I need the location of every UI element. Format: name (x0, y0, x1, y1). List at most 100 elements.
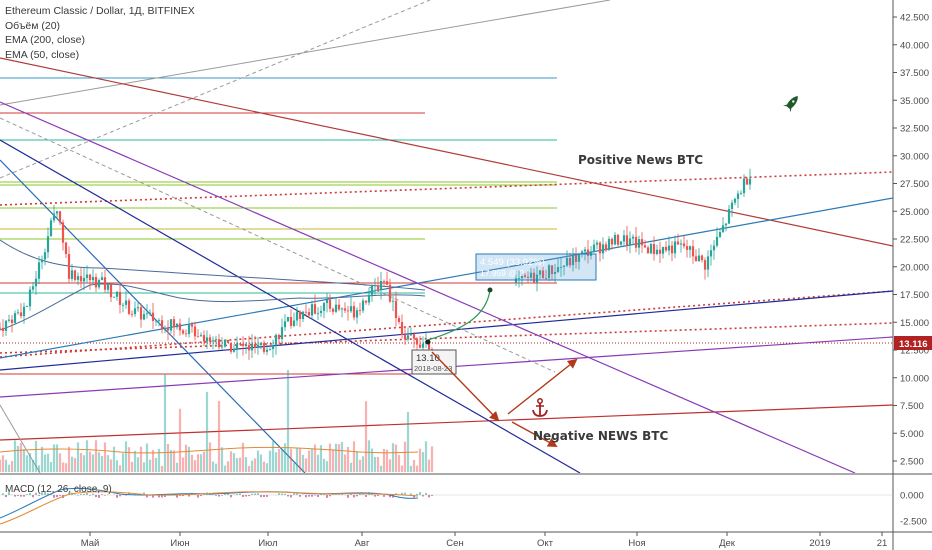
candle[interactable] (742, 174, 746, 198)
candle[interactable] (325, 293, 329, 313)
candle[interactable] (706, 250, 710, 278)
candle[interactable] (97, 278, 101, 290)
candle[interactable] (538, 269, 542, 280)
candle[interactable] (571, 247, 575, 272)
candle[interactable] (394, 291, 398, 327)
trend-line[interactable] (0, 404, 893, 441)
candle[interactable] (280, 318, 284, 343)
candle[interactable] (73, 269, 77, 282)
candle[interactable] (118, 284, 122, 314)
candle[interactable] (4, 320, 8, 336)
candle[interactable] (196, 329, 200, 338)
trend-line[interactable] (0, 290, 893, 371)
candle[interactable] (58, 210, 62, 226)
candle[interactable] (643, 240, 647, 249)
candle[interactable] (64, 241, 68, 259)
candle[interactable] (271, 339, 275, 358)
candle[interactable] (172, 316, 176, 337)
candle[interactable] (145, 304, 149, 319)
candle[interactable] (250, 334, 254, 358)
candle[interactable] (307, 308, 311, 319)
candle[interactable] (337, 299, 341, 312)
candle[interactable] (199, 332, 203, 337)
trend-line[interactable] (0, 322, 893, 354)
candle[interactable] (424, 331, 428, 348)
candle[interactable] (697, 248, 701, 262)
candle[interactable] (22, 302, 26, 324)
candle[interactable] (685, 239, 689, 258)
candle[interactable] (94, 273, 98, 293)
candle[interactable] (622, 229, 626, 247)
candle[interactable] (661, 246, 665, 259)
candle[interactable] (553, 263, 557, 283)
candle[interactable] (406, 327, 410, 342)
candle[interactable] (121, 302, 125, 313)
candle[interactable] (13, 310, 17, 325)
candle[interactable] (61, 219, 65, 251)
candle[interactable] (568, 252, 572, 268)
positive-news-label[interactable]: Positive News BTC (578, 153, 703, 167)
candle[interactable] (529, 268, 533, 282)
candle[interactable] (229, 342, 233, 355)
candle[interactable] (379, 271, 383, 300)
candle[interactable] (352, 301, 356, 321)
ema-50-line[interactable] (0, 283, 426, 331)
candle[interactable] (514, 270, 518, 287)
candle[interactable] (226, 339, 230, 344)
down-arrow[interactable] (511, 421, 558, 447)
candle[interactable] (535, 266, 539, 292)
candle[interactable] (556, 257, 560, 274)
negative-news-label[interactable]: Negative NEWS BTC (533, 429, 668, 443)
last-price-tag[interactable]: 13.116 (894, 336, 932, 350)
trend-line[interactable] (0, 57, 893, 247)
candle[interactable] (541, 264, 545, 280)
candle[interactable] (211, 336, 215, 350)
candle[interactable] (364, 300, 368, 305)
candle[interactable] (298, 310, 302, 328)
time-axis[interactable]: Май Июн Июл Авг Сен Окт Ноя Дек 2019 21 (81, 532, 888, 549)
candle[interactable] (37, 255, 41, 285)
candle[interactable] (577, 252, 581, 270)
measure-tool[interactable]: 4.549 (33.92%) 17.959 @ 2 (475, 253, 597, 281)
candle[interactable] (709, 244, 713, 266)
candle[interactable] (382, 279, 386, 286)
candle[interactable] (178, 318, 182, 336)
macd-signal-line[interactable] (0, 491, 419, 525)
candle[interactable] (52, 204, 56, 223)
candle[interactable] (349, 296, 353, 314)
candle[interactable] (619, 240, 623, 247)
candle[interactable] (0, 322, 2, 330)
candle[interactable] (109, 282, 113, 303)
candle[interactable] (637, 235, 641, 255)
candle[interactable] (283, 314, 287, 332)
candle[interactable] (100, 272, 104, 281)
candle[interactable] (679, 239, 683, 253)
candle[interactable] (586, 240, 590, 264)
candle[interactable] (205, 330, 209, 350)
candle[interactable] (316, 307, 320, 321)
candle[interactable] (85, 265, 89, 284)
candle[interactable] (19, 303, 23, 319)
candle[interactable] (16, 309, 20, 315)
candle[interactable] (715, 227, 719, 248)
candle[interactable] (217, 334, 221, 350)
candle[interactable] (646, 245, 650, 254)
candle[interactable] (601, 237, 605, 260)
candle[interactable] (574, 247, 578, 269)
candle[interactable] (220, 337, 224, 350)
candle[interactable] (112, 296, 116, 298)
candle[interactable] (142, 310, 146, 321)
candle[interactable] (385, 271, 389, 286)
candle[interactable] (256, 337, 260, 355)
candle[interactable] (652, 236, 656, 261)
candle[interactable] (604, 241, 608, 253)
candle[interactable] (415, 337, 419, 350)
candle[interactable] (559, 258, 563, 277)
candle[interactable] (739, 190, 743, 196)
legend-volume[interactable]: Объём (20) (5, 19, 61, 32)
candle[interactable] (202, 330, 206, 346)
legend-ema50[interactable]: EMA (50, close) (5, 48, 80, 61)
ema-200-line[interactable] (0, 239, 426, 291)
candle[interactable] (334, 297, 338, 314)
